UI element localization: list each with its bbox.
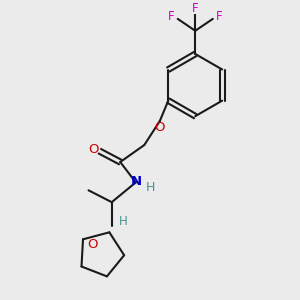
Text: H: H	[119, 215, 128, 229]
Text: F: F	[168, 10, 175, 22]
Text: F: F	[216, 10, 222, 22]
Text: N: N	[131, 175, 142, 188]
Text: H: H	[146, 181, 155, 194]
Text: F: F	[192, 2, 199, 15]
Text: O: O	[154, 121, 164, 134]
Text: O: O	[88, 143, 99, 156]
Text: O: O	[87, 238, 97, 251]
